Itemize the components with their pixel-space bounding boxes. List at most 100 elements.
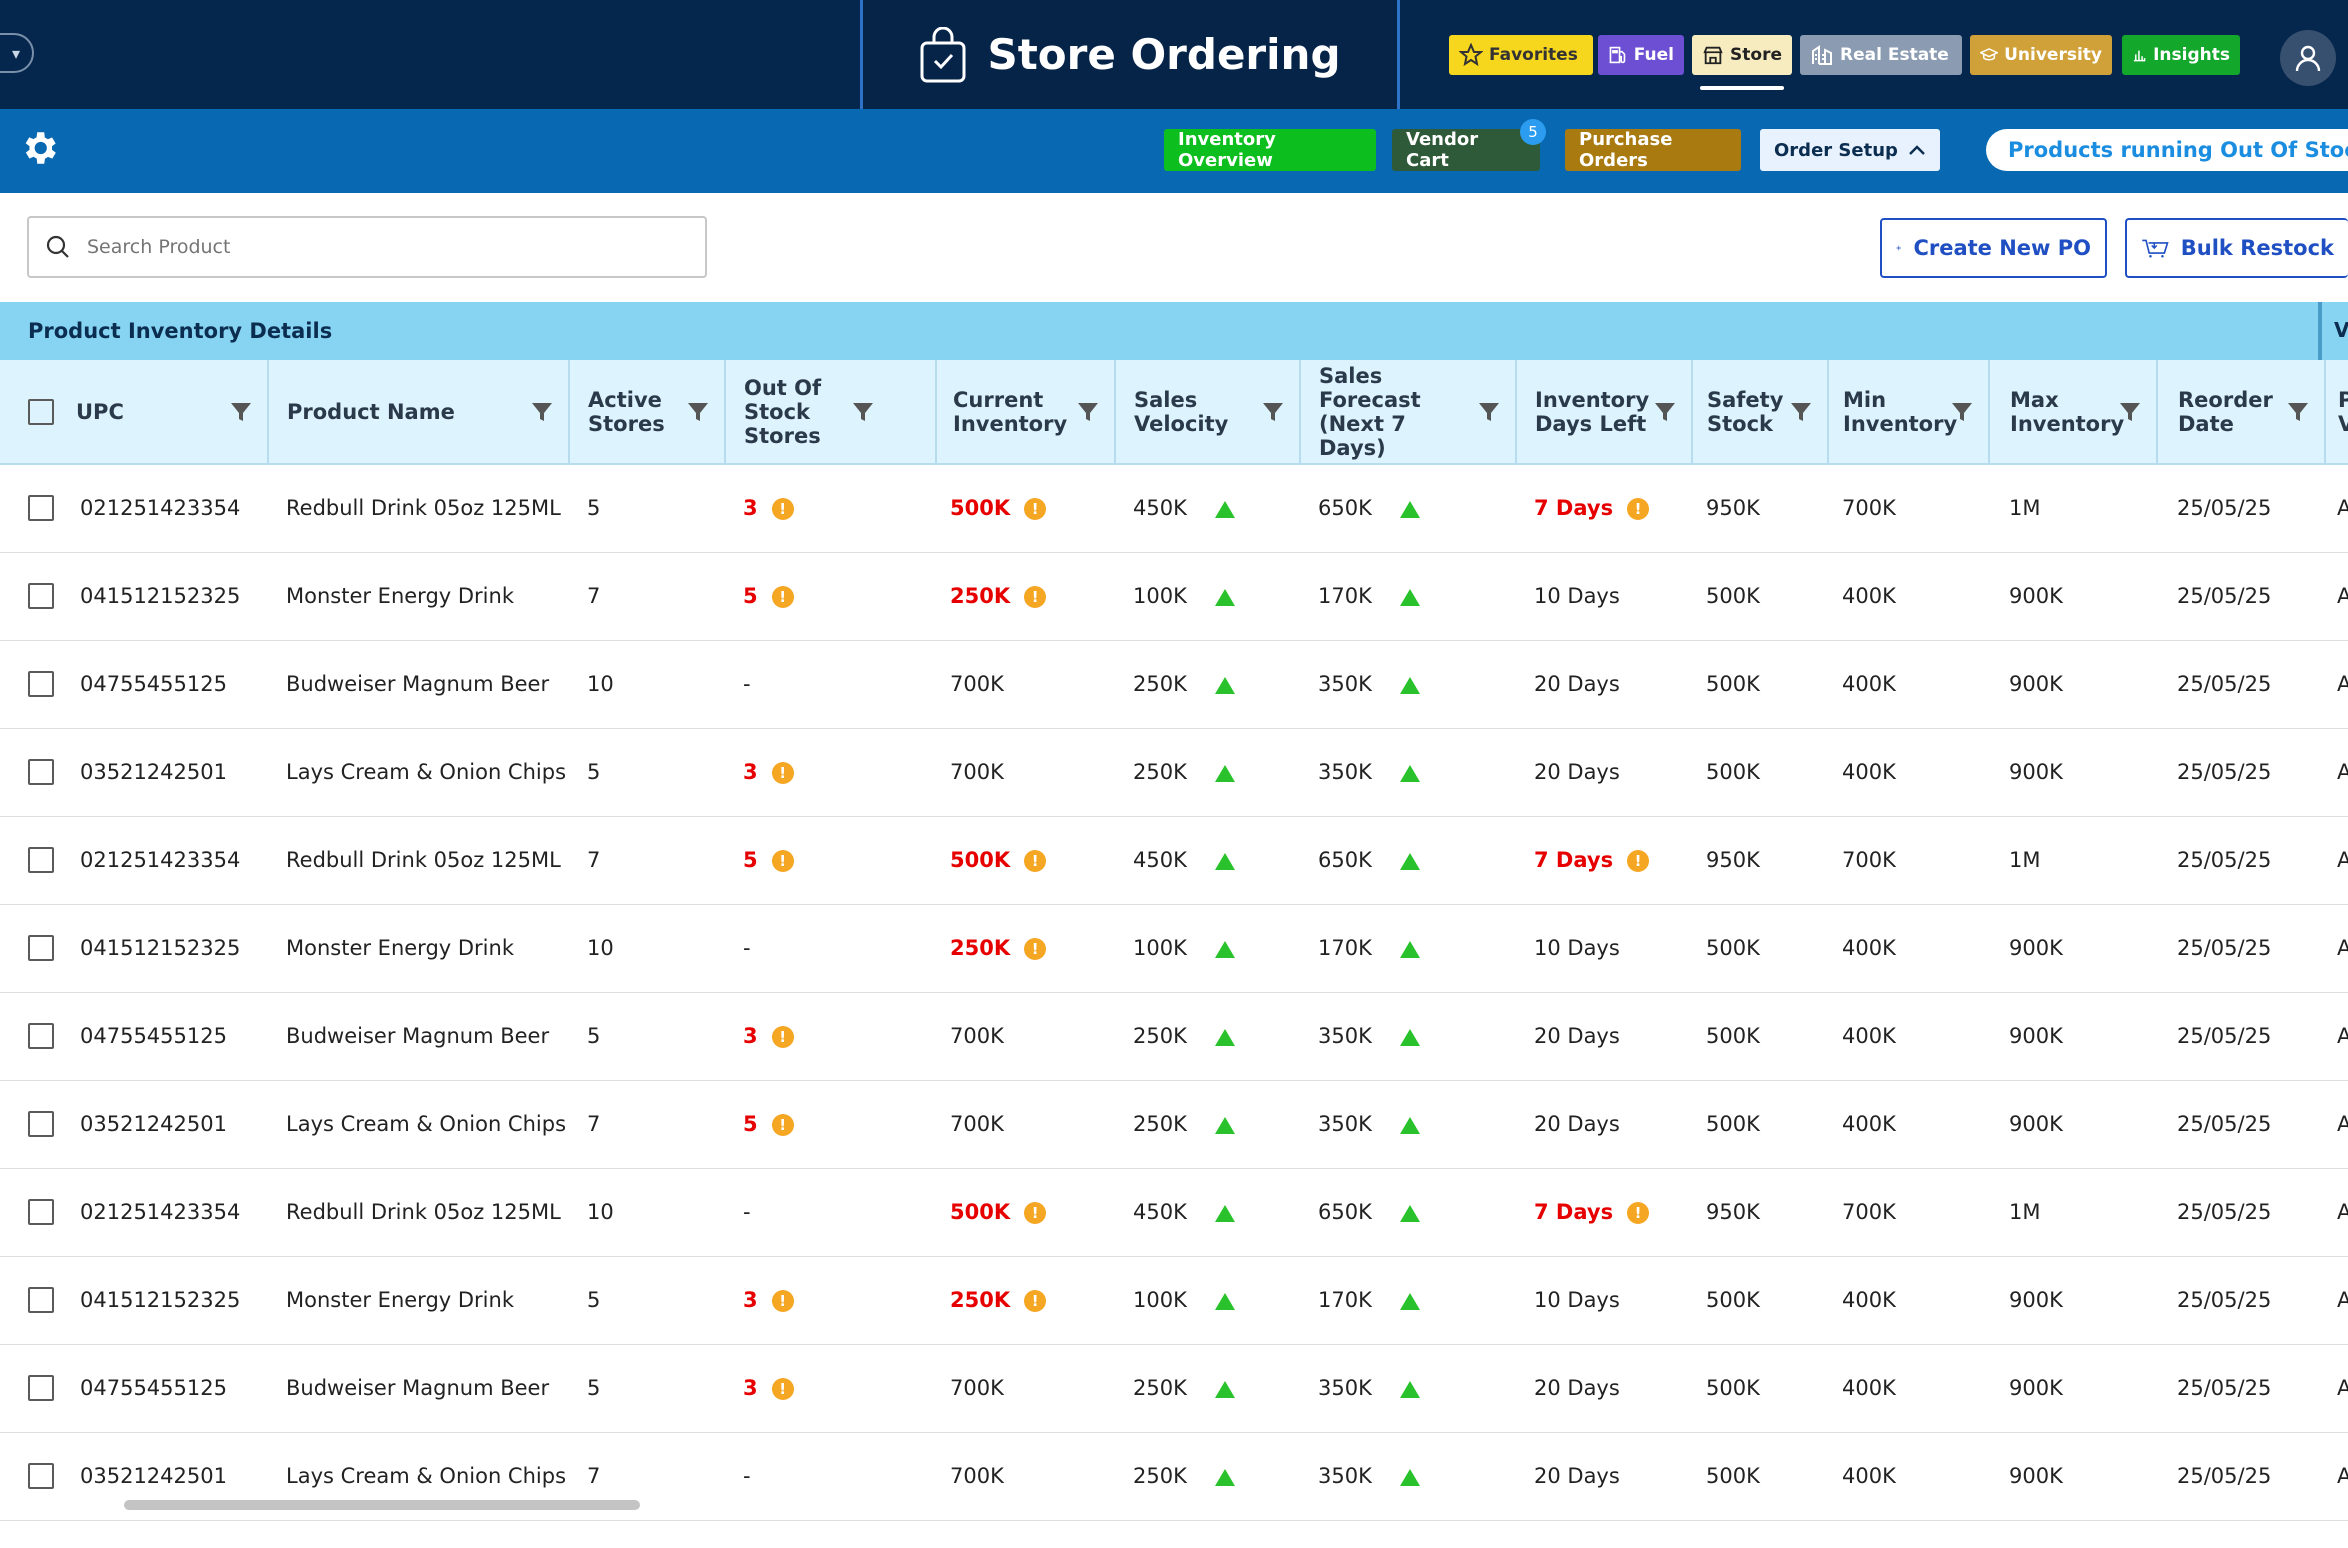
filter-icon[interactable] (1076, 400, 1100, 424)
nav-tab-store[interactable]: Store (1692, 35, 1792, 75)
trend-up-icon (1400, 852, 1420, 870)
search-input[interactable] (85, 235, 649, 259)
out-of-stock-cell: - (725, 1168, 936, 1257)
sales-velocity-cell: 250K (1115, 1080, 1300, 1169)
table-row[interactable]: 03521242501 Lays Cream & Onion Chips 5 3! 70… (0, 728, 2348, 817)
reorder-date-cell: 25/05/25 (2157, 904, 2325, 993)
filter-icon[interactable] (1950, 400, 1974, 424)
nav-tab-favorites[interactable]: Favorites (1449, 35, 1593, 75)
upc-cell: 04755455125 (58, 992, 268, 1081)
row-checkbox[interactable] (28, 1287, 54, 1313)
order-setup-dropdown[interactable]: Order Setup (1760, 129, 1940, 171)
col-safety-stock[interactable]: Safety Stock (1692, 360, 1829, 465)
min-inventory-cell: 400K (1828, 992, 1989, 1081)
out-of-stock-cell: 3! (725, 1344, 936, 1433)
table-row[interactable]: 04755455125 Budweiser Magnum Beer 10 - 700K 2… (0, 640, 2348, 729)
filter-icon[interactable] (1477, 400, 1501, 424)
row-checkbox[interactable] (28, 1199, 54, 1225)
col-out-of-stock-stores[interactable]: Out Of Stock Stores (725, 360, 937, 465)
col-active-stores[interactable]: Active Stores (569, 360, 726, 465)
row-checkbox[interactable] (28, 759, 54, 785)
safety-stock-cell: 500K (1692, 1344, 1828, 1433)
min-inventory: 400K (1842, 1464, 1896, 1488)
filter-icon[interactable] (2118, 400, 2142, 424)
safety-stock-cell: 950K (1692, 816, 1828, 905)
table-row[interactable]: 021251423354 Redbull Drink 05oz 125ML 5 3! 5… (0, 464, 2348, 553)
filter-icon[interactable] (530, 400, 554, 424)
cart-count-badge: 5 (1520, 119, 1546, 145)
out-of-stock-stores: 5 (743, 1112, 758, 1136)
max-inventory-cell: 900K (1989, 728, 2157, 817)
inventory-overview-button[interactable]: Inventory Overview (1164, 129, 1376, 171)
col-sales-velocity[interactable]: Sales Velocity (1115, 360, 1301, 465)
table-row[interactable]: 03521242501 Lays Cream & Onion Chips 7 5! 70… (0, 1080, 2348, 1169)
filter-icon[interactable] (1653, 400, 1677, 424)
col-inventory-days-left[interactable]: Inventory Days Left (1516, 360, 1693, 465)
nav-tab-fuel[interactable]: Fuel (1598, 35, 1684, 75)
col-product-name[interactable]: Product Name (268, 360, 570, 465)
product-name: Lays Cream & Onion Chips (286, 1464, 567, 1488)
col-min-inventory[interactable]: Min Inventory (1828, 360, 1990, 465)
sales-velocity: 250K (1133, 760, 1187, 784)
sales-forecast-cell: 350K (1300, 1344, 1516, 1433)
nav-tab-university[interactable]: University (1970, 35, 2112, 75)
row-checkbox[interactable] (28, 935, 54, 961)
row-checkbox[interactable] (28, 1463, 54, 1489)
filter-icon[interactable] (1261, 400, 1285, 424)
vendor-cart-button[interactable]: Vendor Cart (1392, 129, 1540, 171)
search-box[interactable] (27, 216, 707, 278)
row-checkbox[interactable] (28, 847, 54, 873)
row-checkbox[interactable] (28, 671, 54, 697)
next-col-value: A (2337, 848, 2348, 872)
nav-tab-real-estate[interactable]: Real Estate (1800, 35, 1962, 75)
col-max-inventory[interactable]: Max Inventory (1989, 360, 2158, 465)
horizontal-scrollbar[interactable] (124, 1500, 640, 1510)
current-inventory: 700K (950, 760, 1004, 784)
table-row[interactable]: 041512152325 Monster Energy Drink 5 3! 250K!… (0, 1256, 2348, 1345)
bulk-restock-button[interactable]: Bulk Restock (2125, 218, 2348, 278)
filter-icon[interactable] (851, 400, 875, 424)
table-row[interactable]: 021251423354 Redbull Drink 05oz 125ML 7 5! 5… (0, 816, 2348, 905)
next-col-value: A (2337, 1112, 2348, 1136)
table-row[interactable]: 04755455125 Budweiser Magnum Beer 5 3! 700K 2… (0, 1344, 2348, 1433)
create-po-button[interactable]: Create New PO (1880, 218, 2107, 278)
row-checkbox[interactable] (28, 1111, 54, 1137)
gear-icon[interactable] (18, 127, 60, 169)
sales-velocity: 250K (1133, 672, 1187, 696)
col-current-inventory[interactable]: Current Inventory (936, 360, 1116, 465)
col-inventory-days-left-label: Inventory Days Left (1535, 387, 1650, 436)
purchase-orders-button[interactable]: Purchase Orders (1565, 129, 1741, 171)
select-all-checkbox[interactable] (28, 398, 54, 425)
max-inventory: 900K (2009, 1288, 2063, 1312)
table-row[interactable]: 021251423354 Redbull Drink 05oz 125ML 10 - 5… (0, 1168, 2348, 1257)
filter-icon[interactable] (686, 400, 710, 424)
col-sales-forecast[interactable]: Sales Forecast (Next 7 Days) (1300, 360, 1517, 465)
table-row[interactable]: 04755455125 Budweiser Magnum Beer 5 3! 700K 2… (0, 992, 2348, 1081)
product-name: Budweiser Magnum Beer (286, 672, 550, 696)
filter-icon[interactable] (1789, 400, 1813, 424)
bar-chart-icon (2133, 50, 2146, 62)
table-row[interactable]: 041512152325 Monster Energy Drink 7 5! 250K!… (0, 552, 2348, 641)
reorder-date: 25/05/25 (2177, 848, 2272, 872)
table-row[interactable]: 03521242501 Lays Cream & Onion Chips 7 - 700… (0, 1432, 2348, 1521)
col-upc[interactable]: UPC (58, 360, 269, 465)
toolbar: Inventory Overview Vendor Cart 5 Purchas… (0, 109, 2348, 193)
active-stores: 10 (587, 1200, 614, 1224)
profile-button[interactable] (2280, 30, 2336, 86)
nav-tab-insights[interactable]: Insights (2122, 35, 2240, 75)
filter-icon[interactable] (229, 400, 253, 424)
filter-icon[interactable] (2286, 400, 2310, 424)
out-of-stock-cell: 3! (725, 464, 936, 553)
table-row[interactable]: 041512152325 Monster Energy Drink 10 - 250K!… (0, 904, 2348, 993)
collapse-toggle[interactable]: ▾ (0, 33, 34, 73)
table-header-row: UPC Product Name Active Stores Out Of St… (0, 360, 2348, 465)
row-checkbox[interactable] (28, 1023, 54, 1049)
next-col-value: A (2337, 496, 2348, 520)
out-of-stock-alert[interactable]: Products running Out Of Stock:2 (1986, 129, 2348, 171)
col-reorder-date[interactable]: Reorder Date (2157, 360, 2326, 465)
row-checkbox[interactable] (28, 1375, 54, 1401)
next-col-cell: A (2325, 640, 2348, 729)
row-checkbox[interactable] (28, 583, 54, 609)
sales-velocity-cell: 250K (1115, 640, 1300, 729)
row-checkbox[interactable] (28, 495, 54, 522)
